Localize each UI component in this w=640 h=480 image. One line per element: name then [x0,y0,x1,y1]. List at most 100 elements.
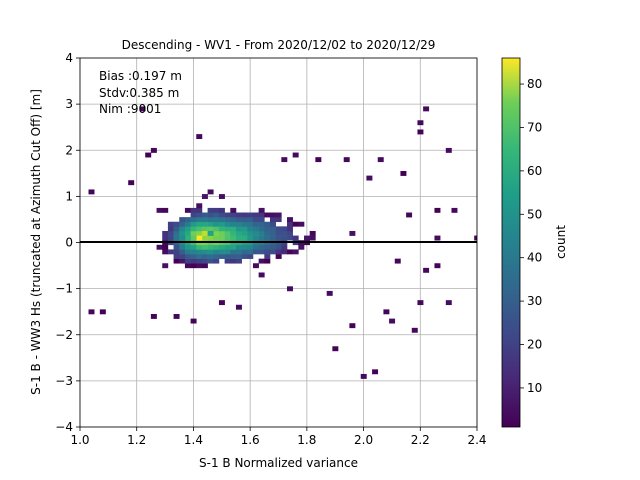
heatmap-cell [298,221,305,227]
heatmap-cell [252,226,259,232]
heatmap-cell [252,217,259,223]
heatmap-cell [173,313,180,319]
heatmap-cell [196,235,203,241]
heatmap-cell [196,134,203,140]
heatmap-cell [162,263,169,269]
heatmap-cell [394,258,401,264]
heatmap-cell [417,129,424,135]
heatmap-cell [190,217,197,223]
heatmap-cell [207,258,214,264]
heatmap-cell [247,244,254,250]
heatmap-cell [258,207,265,213]
colorbar-label: count [554,225,568,259]
heatmap-cell [247,212,254,218]
heatmap-cell [218,235,225,241]
heatmap-cell [292,152,299,158]
heatmap-cell [235,254,242,259]
heatmap-cell [179,258,186,264]
heatmap-cell [190,212,197,218]
heatmap-cell [224,212,231,218]
colorbar-tick-label: 40 [527,251,542,265]
heatmap-cell [269,221,276,227]
heatmap-cell [207,254,214,259]
colorbar-tick-label: 60 [527,164,542,178]
heatmap-cell [190,249,197,255]
heatmap-cell [230,217,237,223]
heatmap-cell [264,230,271,236]
heatmap-cell [258,235,265,241]
heatmap-cell [213,226,220,232]
heatmap-cell [417,300,424,306]
heatmap-cell [162,230,169,236]
colorbar-tick-label: 50 [527,207,542,221]
heatmap-cell [224,254,231,259]
y-tick-label: 3 [65,97,73,111]
heatmap-cell [201,226,208,232]
colorbar-tick-label: 20 [527,338,542,352]
colorbar-tick-label: 30 [527,294,542,308]
heatmap-cell [184,230,191,236]
heatmap-cell [150,313,157,319]
heatmap-cell [258,212,265,218]
heatmap-cell [434,207,441,213]
heatmap-cell [400,171,407,176]
heatmap-cell [252,212,259,218]
heatmap-cell [190,263,197,269]
heatmap-cell [235,244,242,250]
heatmap-cell [162,207,169,213]
x-tick-label: 1.4 [184,433,203,447]
heatmap-cell [281,244,288,250]
heatmap-cell [252,230,259,236]
heatmap-cell [349,230,356,236]
heatmap-cell [281,226,288,232]
heatmap-cell [332,346,339,352]
heatmap-cell [230,221,237,227]
heatmap-cell [326,290,333,296]
heatmap-cell [235,230,242,236]
heatmap-cell [145,152,152,158]
heatmap-cell [207,244,214,250]
heatmap-cell [287,235,293,241]
heatmap-cell [377,157,384,163]
heatmap-cell [207,189,214,195]
colorbar [501,57,521,428]
heatmap-cell [184,258,191,264]
heatmap-cell [258,249,265,255]
heatmap-cell [190,207,197,213]
heatmap-cell [224,249,231,255]
heatmap-cell [287,221,293,227]
heatmap-cell [224,230,231,236]
heatmap-cell [287,230,293,236]
heatmap-cell [389,318,396,324]
annotation-stdv: Stdv:0.385 m [99,86,179,100]
heatmap-cell [264,221,271,227]
heatmap-cell [241,249,248,255]
x-tick-label: 2.4 [467,433,486,447]
heatmap-cell [269,226,276,232]
heatmap-cell [179,244,186,250]
heatmap-cell [173,226,180,232]
heatmap-cell [218,244,225,250]
heatmap-cell [235,235,242,241]
heatmap-cell [423,106,430,112]
heatmap-cell [196,254,203,259]
heatmap-cell [190,254,197,259]
heatmap-cell [201,249,208,255]
heatmap-cell [247,254,254,259]
heatmap-cell [196,263,203,269]
heatmap-cell [173,249,180,255]
heatmap-cell [196,221,203,227]
heatmap-cell [275,249,282,255]
heatmap-cell [264,212,271,218]
x-tick-label: 1.6 [241,433,260,447]
heatmap-cell [230,254,237,259]
heatmap-cell [281,157,288,163]
heatmap-cell [184,226,191,232]
heatmap-cell [88,309,95,315]
heatmap-cell [224,244,231,250]
heatmap-cell [258,230,265,236]
heatmap-cell [184,207,191,213]
heatmap-cell [196,244,203,250]
heatmap-cell [235,304,242,310]
